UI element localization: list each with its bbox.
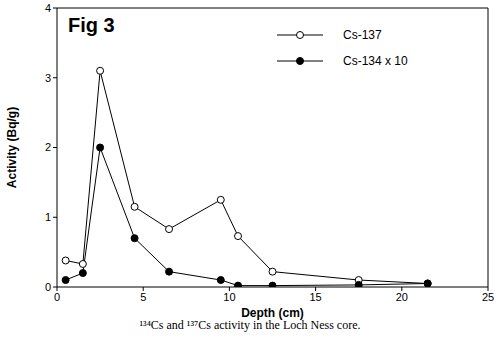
svg-text:2: 2 <box>45 141 51 153</box>
html-text:Cs-137: Cs-137 <box>343 28 382 42</box>
svg-text:0: 0 <box>54 291 60 303</box>
svg-text:3: 3 <box>45 72 51 84</box>
svg-text:25: 25 <box>482 291 492 303</box>
html-text:Fig 3: Fig 3 <box>68 14 115 36</box>
svg-text:15: 15 <box>309 291 321 303</box>
svg-text:4: 4 <box>45 2 51 14</box>
svg-text:0: 0 <box>45 281 51 293</box>
svg-text:5: 5 <box>140 291 146 303</box>
html-text:Cs-134 x 10: Cs-134 x 10 <box>343 54 408 68</box>
html-text:¹³⁴Cs and ¹³⁷Cs activity in th: ¹³⁴Cs and ¹³⁷Cs activity in the Loch Nes… <box>139 318 361 332</box>
svg-text:Activity (Bq/g): Activity (Bq/g) <box>8 107 19 188</box>
svg-text:20: 20 <box>396 291 408 303</box>
svg-text:Depth (cm): Depth (cm) <box>241 306 304 320</box>
svg-text:1: 1 <box>45 211 51 223</box>
svg-text:10: 10 <box>223 291 235 303</box>
